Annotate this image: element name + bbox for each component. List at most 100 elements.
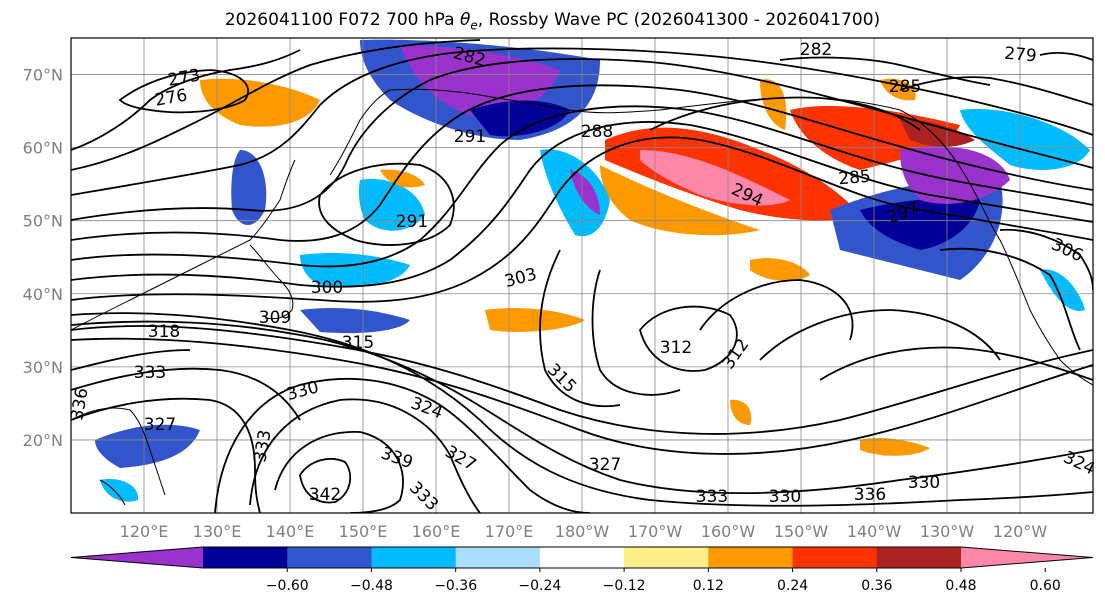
shade-negative-canada-cyan <box>960 109 1090 170</box>
contour-label: 342 <box>309 485 341 505</box>
shade-negative-west-pacific-core <box>570 170 600 215</box>
contour-label: 327 <box>589 455 621 475</box>
contour-line <box>71 136 1093 303</box>
contour-line <box>71 325 1093 435</box>
latitude-ticks: 70°N 60°N 50°N 40°N 30°N 20°N <box>23 66 63 450</box>
title-suffix: , Rossby Wave PC (2026041300 - 202604170… <box>477 10 881 30</box>
title-prefix: 2026041100 F072 700 hPa <box>224 10 460 30</box>
colorbar-swatch <box>287 547 372 568</box>
shade-positive-central-pacific <box>485 308 585 332</box>
lon-tick-label: 170°W <box>628 522 683 541</box>
contour-line <box>939 247 1081 351</box>
lon-tick-label: 160°W <box>701 522 756 541</box>
gridlines <box>71 38 1093 513</box>
shade-negative-oregon <box>1040 269 1085 311</box>
contour-label: 318 <box>148 322 180 342</box>
lat-tick-label: 20°N <box>23 431 63 450</box>
coastline <box>71 407 166 496</box>
contour-label: 336 <box>854 485 886 505</box>
contour-line <box>71 49 301 151</box>
contour-line <box>71 105 1093 268</box>
colorbar-label: 0.36 <box>861 578 892 594</box>
coastline <box>99 479 126 506</box>
lon-tick-label: 130°W <box>920 522 975 541</box>
contour-line <box>71 367 301 421</box>
shade-negative-gulf-core <box>860 198 980 250</box>
map-panel <box>71 38 1093 513</box>
lat-tick-label: 50°N <box>23 212 63 231</box>
shade-positive-east-pacific <box>750 258 810 282</box>
contour-line <box>249 398 481 513</box>
shade-negative-canada <box>900 146 1010 204</box>
coastline <box>249 244 294 320</box>
contour-line <box>639 305 738 372</box>
colorbar-swatch <box>708 547 794 568</box>
contour-label: 285 <box>838 167 872 190</box>
contour-line <box>819 346 1093 381</box>
colorbar-swatch <box>203 547 288 568</box>
contour-layer <box>71 39 1093 513</box>
shade-positive-west <box>730 399 752 425</box>
colorbar-label: −0.48 <box>350 578 393 594</box>
contour-line <box>591 269 681 396</box>
contour-line <box>71 349 191 371</box>
coastline <box>71 159 296 331</box>
lat-tick-label: 70°N <box>23 66 63 85</box>
contour-line <box>999 228 1093 291</box>
coastline <box>899 109 1093 386</box>
contour-line <box>759 309 1001 361</box>
contour-line <box>274 431 404 513</box>
shade-positive-hawaii <box>860 437 930 456</box>
coastline <box>659 97 901 111</box>
contour-line <box>539 249 621 408</box>
lon-tick-label: 140°W <box>847 522 902 541</box>
colorbar-label: 0.12 <box>693 578 724 594</box>
colorbar-swatch <box>624 547 709 568</box>
contour-label: 288 <box>581 122 613 142</box>
shade-negative-south-china <box>95 424 200 468</box>
contour-label: 291 <box>396 212 428 232</box>
chart-title: 2026041100 F072 700 hPa θe, Rossby Wave … <box>0 10 1105 32</box>
colorbar-label: 0.24 <box>777 578 808 594</box>
lon-tick-label: 120°W <box>993 522 1048 541</box>
contour-label: 279 <box>1003 44 1037 67</box>
contour-label: 333 <box>696 487 728 507</box>
colorbar-label: −0.60 <box>266 578 309 594</box>
contour-label: 330 <box>908 473 940 493</box>
lat-tick-label: 30°N <box>23 358 63 377</box>
colorbar-swatch <box>455 547 541 568</box>
shade-negative-west-pacific <box>540 149 610 237</box>
colorbar-outline <box>70 546 1094 569</box>
title-subscript: e <box>470 18 478 33</box>
shade-positive-west-canada <box>880 78 916 101</box>
contour-line <box>71 58 1093 221</box>
lon-tick-label: 130°E <box>193 522 242 541</box>
contour-label: 300 <box>311 278 343 298</box>
colorbar-label: 0.60 <box>1030 578 1061 594</box>
contour-line <box>214 377 591 513</box>
shade-negative-japan <box>231 150 267 225</box>
map-frame <box>70 37 1094 514</box>
contour-label: 291 <box>454 127 486 147</box>
contour-line <box>71 84 1093 242</box>
contour-label: 315 <box>342 333 374 353</box>
colorbar-label: −0.24 <box>518 578 561 594</box>
lon-tick-label: 150°W <box>774 522 829 541</box>
lon-tick-label: 140°E <box>266 522 315 541</box>
colorbar-swatch <box>792 547 878 568</box>
contour-line <box>118 69 249 114</box>
lon-tick-label: 150°E <box>339 522 388 541</box>
lat-tick-label: 40°N <box>23 285 63 304</box>
colorbar-swatch <box>539 547 625 568</box>
contour-label: 309 <box>259 308 291 328</box>
contour-line <box>71 39 481 171</box>
colorbar-labels: −0.60 −0.48 −0.36 −0.24 −0.12 0.12 0.24 0.36 0.4… <box>266 568 1061 594</box>
colorbar <box>70 546 1094 569</box>
lon-tick-label: 120°E <box>120 522 169 541</box>
colorbar-label: 0.48 <box>945 578 976 594</box>
contour-line <box>71 121 1093 288</box>
shade-positive-core <box>640 150 790 206</box>
lon-tick-label: 170°E <box>485 522 534 541</box>
lon-tick-label: 180°W <box>555 522 610 541</box>
longitude-ticks: 120°E 130°E 140°E 150°E 160°E 170°E 180°W 170°W… <box>120 522 1048 541</box>
